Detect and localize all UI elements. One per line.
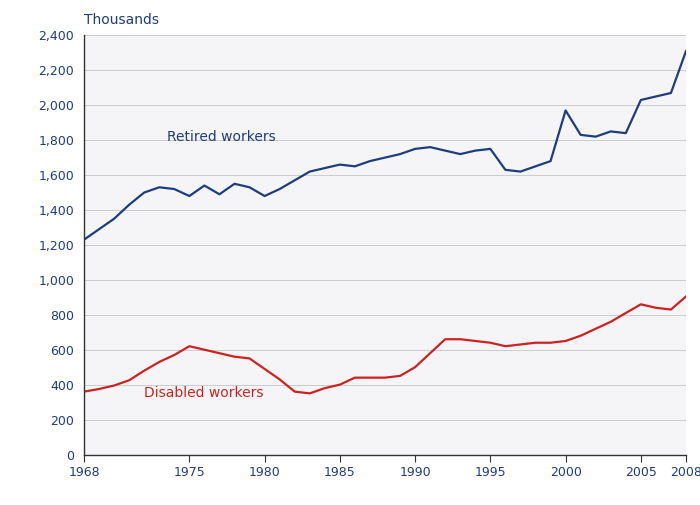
Text: Retired workers: Retired workers [167,130,276,143]
Text: Disabled workers: Disabled workers [144,386,264,400]
Text: Thousands: Thousands [84,13,159,27]
